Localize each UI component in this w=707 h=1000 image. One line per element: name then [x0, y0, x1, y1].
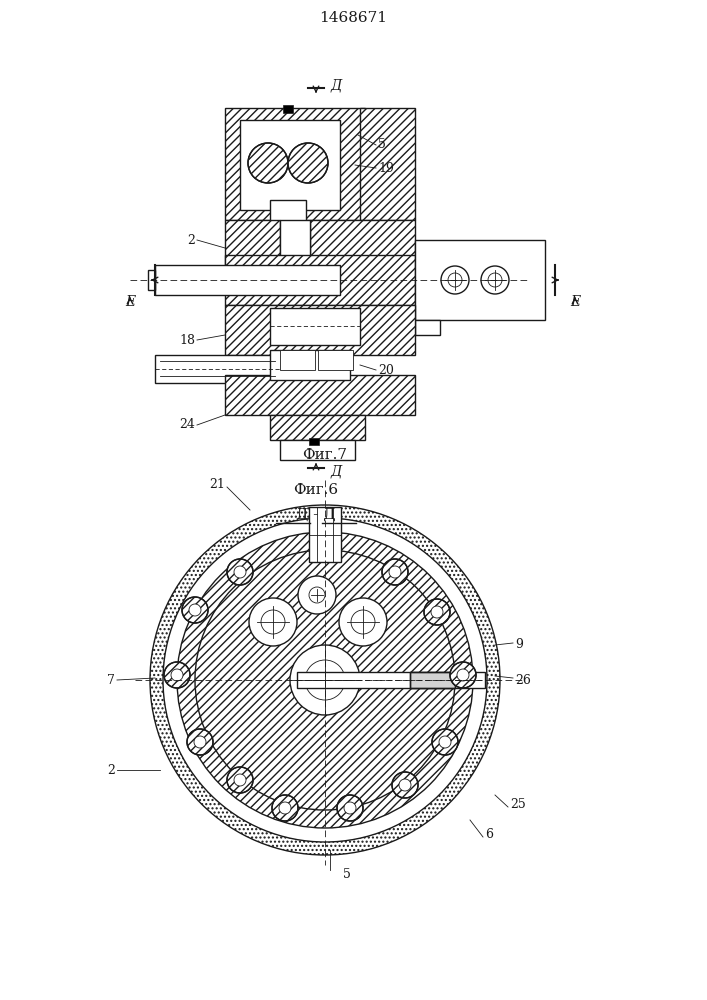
Circle shape: [249, 598, 297, 646]
Text: Д: Д: [331, 78, 342, 92]
Text: 1468671: 1468671: [319, 11, 387, 25]
Circle shape: [171, 669, 183, 681]
Text: Фиг.6: Фиг.6: [293, 483, 339, 497]
Circle shape: [457, 669, 469, 681]
Circle shape: [337, 795, 363, 821]
Circle shape: [261, 610, 285, 634]
Bar: [225, 220, 280, 265]
Circle shape: [234, 566, 246, 578]
Circle shape: [351, 610, 375, 634]
Text: 19: 19: [378, 161, 394, 174]
Text: 26: 26: [515, 674, 531, 686]
Bar: [360, 108, 415, 220]
Bar: [270, 415, 365, 440]
Text: 20: 20: [378, 363, 394, 376]
Circle shape: [450, 662, 476, 688]
Circle shape: [305, 660, 345, 700]
Text: 24: 24: [179, 418, 195, 432]
Bar: [280, 350, 315, 370]
Circle shape: [227, 559, 253, 585]
Bar: [318, 350, 353, 370]
Bar: [280, 440, 355, 460]
Bar: [155, 265, 340, 295]
Text: 25: 25: [510, 798, 526, 812]
Circle shape: [439, 736, 451, 748]
Circle shape: [195, 550, 455, 810]
Text: 9: 9: [515, 639, 523, 652]
Bar: [283, 105, 293, 113]
Bar: [225, 305, 415, 355]
Circle shape: [272, 795, 298, 821]
Circle shape: [227, 767, 253, 793]
Bar: [225, 375, 415, 415]
Circle shape: [424, 599, 450, 625]
Text: 6: 6: [485, 828, 493, 842]
Bar: [410, 672, 455, 688]
Circle shape: [344, 802, 356, 814]
Circle shape: [392, 772, 418, 798]
Circle shape: [234, 774, 246, 786]
Circle shape: [163, 518, 487, 842]
Bar: [297, 672, 485, 688]
Circle shape: [298, 576, 336, 614]
Text: 21: 21: [209, 479, 225, 491]
Bar: [309, 438, 319, 445]
Bar: [280, 220, 310, 265]
Circle shape: [382, 559, 408, 585]
Circle shape: [187, 729, 213, 755]
Circle shape: [288, 143, 328, 183]
Text: Фиг.7: Фиг.7: [303, 448, 348, 462]
Bar: [225, 255, 415, 305]
Circle shape: [189, 604, 201, 616]
Bar: [415, 320, 440, 335]
Circle shape: [248, 143, 288, 183]
Bar: [278, 210, 298, 240]
Circle shape: [481, 266, 509, 294]
Text: Е: Е: [125, 295, 135, 309]
Circle shape: [448, 273, 462, 287]
Text: Д - Д: Д - Д: [296, 508, 336, 522]
Circle shape: [164, 662, 190, 688]
Text: 7: 7: [107, 674, 115, 686]
Bar: [155, 355, 280, 383]
Bar: [415, 240, 545, 320]
Bar: [270, 350, 350, 380]
Bar: [310, 220, 415, 265]
Circle shape: [339, 598, 387, 646]
Circle shape: [182, 597, 208, 623]
Bar: [240, 120, 340, 210]
Bar: [270, 308, 360, 345]
Circle shape: [488, 273, 502, 287]
Text: 2: 2: [187, 233, 195, 246]
Text: 2: 2: [107, 764, 115, 776]
Circle shape: [290, 645, 360, 715]
Circle shape: [279, 802, 291, 814]
Bar: [148, 270, 155, 290]
Circle shape: [309, 587, 325, 603]
Bar: [270, 200, 306, 245]
Text: Е: Е: [570, 295, 580, 309]
Bar: [410, 672, 455, 688]
Circle shape: [399, 779, 411, 791]
Text: 5: 5: [378, 138, 386, 151]
Circle shape: [150, 505, 500, 855]
Text: 5: 5: [343, 868, 351, 882]
Circle shape: [432, 729, 458, 755]
Circle shape: [441, 266, 469, 294]
Circle shape: [389, 566, 401, 578]
Circle shape: [431, 606, 443, 618]
Text: 18: 18: [179, 334, 195, 347]
Circle shape: [177, 532, 473, 828]
Bar: [309, 507, 341, 562]
Circle shape: [194, 736, 206, 748]
Bar: [225, 108, 365, 220]
Text: Д: Д: [331, 464, 342, 478]
